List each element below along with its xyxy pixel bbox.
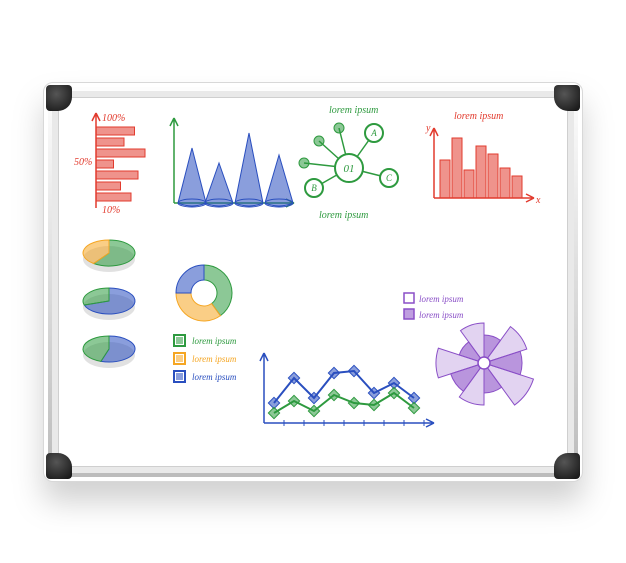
corner-bracket xyxy=(46,85,72,111)
svg-text:lorem ipsum: lorem ipsum xyxy=(192,354,237,364)
pie-3d-group xyxy=(83,240,135,368)
vertical-bar-chart: lorem ipsum x y xyxy=(425,111,541,206)
svg-text:C: C xyxy=(386,173,393,183)
svg-text:lorem ipsum: lorem ipsum xyxy=(419,310,464,320)
svg-text:50%: 50% xyxy=(74,157,92,168)
corner-bracket xyxy=(554,453,580,479)
svg-text:A: A xyxy=(370,128,377,138)
svg-text:lorem ipsum: lorem ipsum xyxy=(329,105,378,116)
corner-bracket xyxy=(46,453,72,479)
bubble-network: lorem ipsum 01 A B Clorem ipsum xyxy=(299,105,398,221)
corner-bracket xyxy=(554,85,580,111)
svg-text:lorem ipsum: lorem ipsum xyxy=(419,294,464,304)
svg-text:y: y xyxy=(425,123,431,134)
svg-text:lorem ipsum: lorem ipsum xyxy=(192,372,237,382)
cone-chart xyxy=(170,118,294,207)
svg-text:B: B xyxy=(311,183,317,193)
svg-text:x: x xyxy=(535,195,541,206)
svg-text:100%: 100% xyxy=(102,113,125,124)
svg-text:01: 01 xyxy=(344,163,355,175)
line-chart xyxy=(260,353,434,427)
svg-text:10%: 10% xyxy=(102,205,120,216)
svg-text:lorem ipsum: lorem ipsum xyxy=(192,336,237,346)
horizontal-bar-chart: 100% 50% 10% xyxy=(74,113,145,216)
chart-canvas: 100% 50% 10% lorem ipsum 01 A B Clorem ipsum l… xyxy=(64,103,564,463)
svg-text:lorem ipsum: lorem ipsum xyxy=(319,210,368,221)
donut-chart: lorem ipsum lorem ipsum lorem ipsum xyxy=(174,265,237,382)
svg-text:lorem ipsum: lorem ipsum xyxy=(454,111,503,122)
radial-fan-chart: lorem ipsum lorem ipsum xyxy=(404,293,533,405)
whiteboard: 100% 50% 10% lorem ipsum 01 A B Clorem ipsum l… xyxy=(43,82,583,482)
